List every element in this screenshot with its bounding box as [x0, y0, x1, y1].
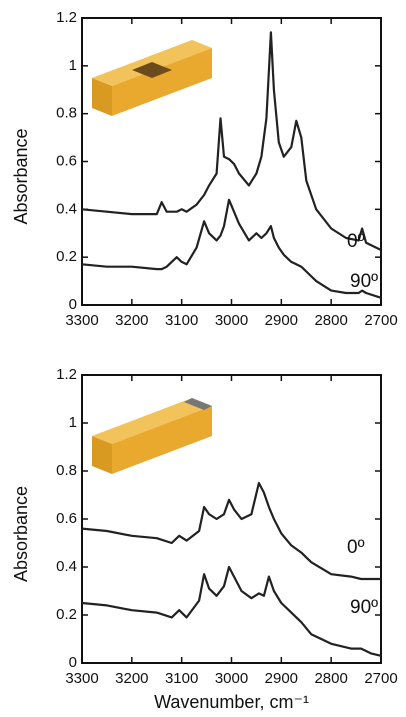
prism-icon [92, 40, 212, 116]
x-tick-label: 3300 [65, 670, 98, 687]
x-tick-label: 2900 [265, 312, 298, 329]
y-tick-label: 0.8 [56, 462, 77, 479]
x-tick-label: 3300 [65, 312, 98, 329]
spectrum-line [81, 198, 382, 299]
x-tick-label: 3200 [115, 312, 148, 329]
x-axis-label: Wavenumber, cm⁻¹ [154, 692, 309, 712]
x-tick-label: 2800 [314, 312, 347, 329]
y-tick-label: 0 [69, 654, 77, 671]
y-tick-label: 1.2 [56, 366, 77, 383]
y-tick-label: 0.2 [56, 248, 77, 265]
series-label: 90º [350, 597, 378, 618]
y-axis-label: Absorbance [11, 486, 31, 582]
y-tick-label: 0.4 [56, 558, 77, 575]
x-tick-label: 3200 [115, 670, 148, 687]
prism-icon [92, 398, 212, 474]
x-tick-label: 3000 [215, 312, 248, 329]
x-tick-label: 3000 [215, 670, 248, 687]
y-tick-label: 0.6 [56, 152, 77, 169]
y-tick-label: 1.2 [56, 9, 77, 26]
y-tick-label: 0.2 [56, 606, 77, 623]
spectrum-line [81, 565, 382, 657]
spectrum-line [81, 31, 382, 251]
series-label: 0º [347, 537, 365, 558]
y-tick-label: 1 [69, 57, 77, 74]
series-label: 0º [347, 231, 365, 252]
x-tick-label: 2800 [314, 670, 347, 687]
y-tick-label: 0.4 [56, 200, 77, 217]
series-label: 90º [350, 271, 378, 292]
spectrum-line [81, 481, 381, 581]
y-tick-label: 0.8 [56, 105, 77, 122]
y-axis-label: Absorbance [11, 128, 31, 224]
y-tick-label: 0 [69, 296, 77, 313]
plot-frame [81, 374, 382, 664]
y-tick-label: 0.6 [56, 510, 77, 527]
x-tick-label: 2700 [364, 312, 397, 329]
x-tick-label: 3100 [165, 312, 198, 329]
x-tick-label: 2700 [364, 670, 397, 687]
x-tick-label: 3100 [165, 670, 198, 687]
x-tick-label: 2900 [265, 670, 298, 687]
y-tick-label: 1 [69, 414, 77, 431]
